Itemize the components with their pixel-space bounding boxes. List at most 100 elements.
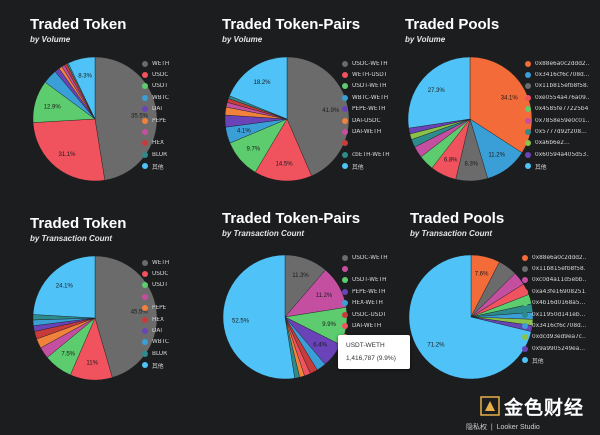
legend-item[interactable]: DAI (142, 104, 206, 115)
pie-slice[interactable] (407, 56, 471, 129)
legend-item[interactable]: WBTC-WETH (342, 92, 406, 103)
legend-swatch (142, 60, 148, 67)
legend-item[interactable]: PEPE-WETH (342, 104, 406, 115)
legend-item[interactable]: USDC (142, 268, 206, 279)
legend-item[interactable]: WBTC (142, 337, 206, 348)
legend-item[interactable]: WETH-USDT (342, 69, 406, 80)
legend-item[interactable]: 0x88e6a0c2ddd2… (522, 252, 586, 263)
pie-slice[interactable] (94, 56, 158, 181)
legend-item[interactable] (142, 291, 206, 302)
legend-item[interactable]: BLUR (142, 149, 206, 160)
chart-title: Traded Token-Pairs (222, 210, 361, 227)
legend-item[interactable]: 0xa6b6e2… (525, 138, 589, 149)
pie-slice[interactable] (254, 118, 312, 182)
pie-slice[interactable] (229, 56, 288, 120)
looker-studio-link[interactable]: Looker Studio (496, 424, 540, 431)
legend-item[interactable]: 0x4b16d0168a5… (522, 298, 586, 309)
legend-item[interactable]: 0xdcd93ed9ea7c… (522, 332, 586, 343)
legend-item[interactable]: USDC-WETH (342, 58, 406, 69)
pie-slice[interactable] (408, 254, 532, 380)
legend-swatch (525, 106, 531, 113)
legend-item[interactable]: 0x11b815efb8f58… (525, 81, 589, 92)
pie-slice[interactable] (94, 255, 158, 378)
slice-label: 52.5% (232, 319, 250, 325)
legend-item[interactable]: 0x88e6a0c2ddd2… (525, 58, 589, 69)
legend-label: USDC (152, 271, 169, 278)
legend-item[interactable]: USDT-WETH (342, 275, 406, 286)
legend-swatch (342, 94, 348, 101)
legend-item[interactable]: HEX (142, 138, 206, 149)
legend-item[interactable]: 0x3416cf6c708d… (525, 69, 589, 80)
tooltip-title: USDT-WETH (346, 342, 385, 349)
legend-swatch (342, 288, 348, 295)
pie-chart: 45.5% 11% 7.5% 24.1% (32, 255, 158, 381)
pie-slice[interactable] (67, 56, 96, 120)
legend-label: 其他 (152, 164, 164, 171)
legend-item[interactable]: DAI (142, 325, 206, 336)
legend-swatch (525, 151, 531, 158)
slice-label: 8.3% (78, 74, 92, 80)
legend-item[interactable]: USDT (142, 280, 206, 291)
legend-item[interactable] (342, 138, 406, 149)
legend-item[interactable]: 其他 (142, 360, 206, 371)
legend-item[interactable]: 0x9a9905249ea… (522, 343, 586, 354)
legend-item[interactable]: DAI-WETH (342, 126, 406, 137)
pie-slice[interactable] (286, 56, 350, 177)
legend-item[interactable]: cbETH-WETH (342, 149, 406, 160)
legend-label: USDT-WETH (352, 83, 387, 90)
legend-item[interactable]: 0xa43fe16908251… (522, 286, 586, 297)
legend-item[interactable]: 其他 (142, 161, 206, 172)
slice-label: 11.3% (292, 273, 309, 279)
slice-label: 6.4% (313, 343, 327, 349)
legend-item[interactable]: 0x60594a405d53… (525, 149, 589, 160)
legend-item[interactable]: PEPE (142, 115, 206, 126)
legend-item[interactable] (342, 263, 406, 274)
legend-item[interactable]: PEPE-WETH (342, 286, 406, 297)
legend-item[interactable]: 0xc0d4a11d5ebb… (522, 275, 586, 286)
legend-label: DAI-USDC (352, 117, 381, 124)
legend-item[interactable]: 0x4585fe77225b4… (525, 104, 589, 115)
legend-label: PEPE (152, 305, 167, 312)
legend-item[interactable]: USDC-USDT (342, 309, 406, 320)
legend-item[interactable]: WETH (142, 58, 206, 69)
legend-swatch (142, 362, 148, 369)
legend-item[interactable]: 0x3416cf6c708d… (522, 320, 586, 331)
legend-item[interactable]: USDT-WETH (342, 81, 406, 92)
legend-item[interactable] (142, 126, 206, 137)
legend-item[interactable]: DAI-USDC (342, 115, 406, 126)
legend-label: BLUR (152, 151, 168, 158)
legend-item[interactable]: 其他 (342, 161, 406, 172)
legend-item[interactable]: USDC-WETH (342, 252, 406, 263)
legend-label: 0x88e6a0c2ddd2… (532, 254, 586, 261)
chart-subtitle: by Transaction Count (30, 234, 113, 243)
privacy-link[interactable]: 隐私权 (466, 424, 487, 431)
legend-item[interactable]: 0x7858e59e0c01… (525, 115, 589, 126)
legend-item[interactable]: WETH (142, 257, 206, 268)
chart-legend: USDC-WETH WETH-USDT USDT-WETH WBTC-WETH PEPE… (342, 58, 406, 172)
legend-label: DAI (152, 106, 163, 113)
legend-item[interactable]: HEX (142, 314, 206, 325)
legend-item[interactable]: HEX-WETH (342, 298, 406, 309)
legend-swatch (522, 357, 528, 364)
legend-item[interactable]: USDT (142, 81, 206, 92)
legend-item[interactable]: USDC (142, 69, 206, 80)
pie-slice[interactable] (222, 254, 295, 380)
legend-item[interactable]: 0xe0554a476a09… (525, 92, 589, 103)
legend-swatch (142, 83, 148, 90)
legend-item[interactable]: DAI-WETH (342, 320, 406, 331)
legend-item[interactable]: 0x5777d92f208… (525, 126, 589, 137)
chart-title: Traded Token (30, 16, 127, 33)
legend-item[interactable]: 其他 (522, 355, 586, 366)
legend-item[interactable]: 0x11950d141eb… (522, 309, 586, 320)
legend-item[interactable]: WBTC (142, 92, 206, 103)
pie-slice[interactable] (32, 118, 106, 182)
legend-item[interactable]: 0x11b815efb8f58… (522, 263, 586, 274)
pie-slice[interactable] (32, 255, 96, 319)
legend-swatch (142, 259, 148, 266)
chart-panel: Traded Pools by Transaction Count 7.6% 71.2… (408, 210, 600, 420)
legend-swatch (522, 266, 528, 273)
legend-item[interactable]: BLUR (142, 348, 206, 359)
legend-item[interactable]: 其他 (525, 161, 589, 172)
legend-item[interactable]: PEPE (142, 303, 206, 314)
legend-swatch (142, 305, 148, 312)
